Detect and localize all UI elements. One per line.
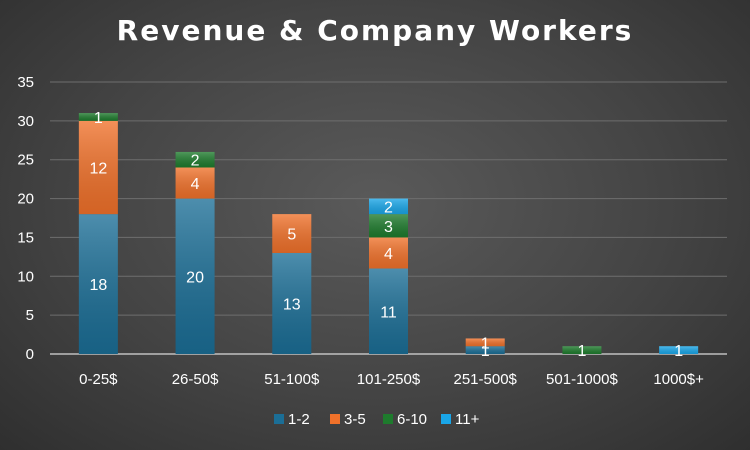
chart-title: Revenue & Company Workers [116,14,634,47]
data-label: 2 [384,199,393,216]
bar-segment-shade [78,120,118,215]
legend-swatch [383,414,393,424]
legend: 1-2 3-5 6-10 11+ [274,411,480,428]
bar-segment-shade [562,346,602,354]
data-label: 1 [577,343,586,360]
x-tick-label: 51-100$ [264,371,320,388]
y-tick-label: 0 [26,346,34,363]
y-tick-label: 5 [26,307,34,324]
bar-segment-shade [78,214,118,354]
bar-segment-shade [369,214,408,238]
y-tick-label: 15 [17,229,34,246]
bar-segment-shade [465,338,505,347]
bar-segment-shade [272,214,312,253]
data-label: 1 [674,343,683,360]
data-label: 1 [481,335,490,352]
y-tick-label: 25 [17,152,34,169]
bar-segment-shade [369,268,408,354]
bar-segment-shade [175,151,215,168]
data-label: 5 [287,227,296,244]
data-label: 2 [191,153,200,170]
data-label: 18 [89,277,107,294]
x-tick-label: 101-250$ [357,371,421,388]
y-tick-label: 20 [17,191,34,208]
legend-item-label: 11+ [455,411,480,428]
data-label: 3 [384,219,393,236]
x-tick-label: 1000$+ [653,371,704,388]
legend-swatch [441,414,451,424]
x-tick-label: 251-500$ [454,371,518,388]
bar-segment-shade [175,167,215,199]
x-tick-label: 0-25$ [79,371,118,388]
legend-swatch [274,414,284,424]
x-axis: 0-25$ 26-50$ 51-100$ 101-250$ 251-500$ 501-10… [79,371,704,388]
bar-segment-shade [369,198,408,215]
legend-swatch [330,414,340,424]
x-tick-label: 26-50$ [172,371,219,388]
data-label: 1 [94,110,103,127]
bar-segment-shade [272,252,312,354]
data-label: 12 [89,160,107,177]
y-tick-label: 10 [17,268,34,285]
data-label: 4 [384,246,393,263]
data-label: 4 [191,176,200,193]
data-label: 1 [481,343,490,360]
data-label: 20 [186,269,204,286]
legend-item-label: 3-5 [344,411,366,428]
bar-segment-shade [465,346,505,354]
legend-item-label: 1-2 [288,411,310,428]
bar-segment-shade [78,113,118,121]
y-tick-label: 30 [17,113,34,130]
bar-segment-shade [175,198,215,354]
y-axis: 0 5 10 15 20 25 30 35 [17,74,34,363]
y-tick-label: 35 [17,74,34,91]
x-tick-label: 501-1000$ [546,371,618,388]
bar-segment-shade [659,346,699,354]
legend-item-label: 6-10 [397,411,427,428]
data-label: 13 [283,296,301,313]
bar-segment-shade [369,237,408,269]
data-label: 11 [380,304,397,321]
